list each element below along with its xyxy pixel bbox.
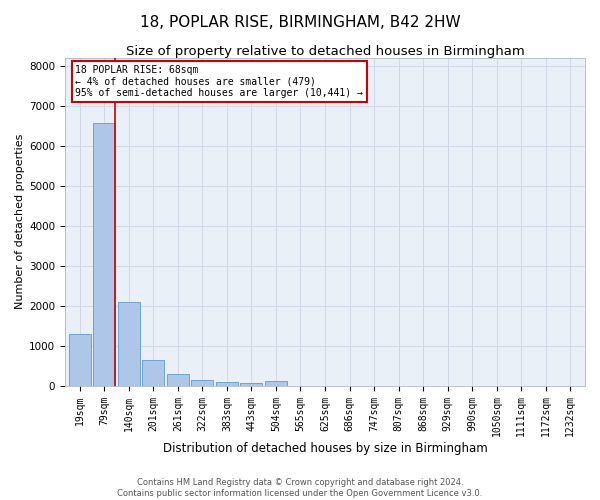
Bar: [241, 382, 262, 386]
Bar: [216, 382, 238, 386]
Text: 18 POPLAR RISE: 68sqm
← 4% of detached houses are smaller (479)
95% of semi-deta: 18 POPLAR RISE: 68sqm ← 4% of detached h…: [76, 64, 363, 98]
Bar: [167, 374, 189, 386]
Text: 18, POPLAR RISE, BIRMINGHAM, B42 2HW: 18, POPLAR RISE, BIRMINGHAM, B42 2HW: [140, 15, 460, 30]
Y-axis label: Number of detached properties: Number of detached properties: [15, 134, 25, 310]
Bar: [142, 360, 164, 386]
Text: Contains HM Land Registry data © Crown copyright and database right 2024.
Contai: Contains HM Land Registry data © Crown c…: [118, 478, 482, 498]
Bar: [265, 381, 287, 386]
Bar: [68, 334, 91, 386]
Bar: [93, 122, 115, 386]
X-axis label: Distribution of detached houses by size in Birmingham: Distribution of detached houses by size …: [163, 442, 487, 455]
Bar: [118, 302, 140, 386]
Bar: [191, 380, 214, 386]
Title: Size of property relative to detached houses in Birmingham: Size of property relative to detached ho…: [125, 45, 524, 58]
